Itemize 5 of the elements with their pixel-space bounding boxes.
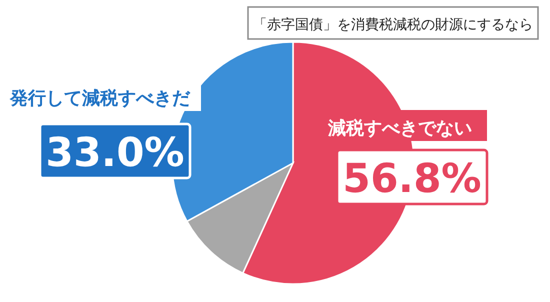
data-label: 56.8% xyxy=(342,156,482,202)
slice-label: 発行して減税すべきだ xyxy=(9,88,191,109)
data-label: 33.0% xyxy=(46,130,184,176)
chart-title: 「赤字国債」を消費税減税の財源にするなら xyxy=(253,17,533,33)
slice-label: 減税すべきでない xyxy=(327,118,472,139)
